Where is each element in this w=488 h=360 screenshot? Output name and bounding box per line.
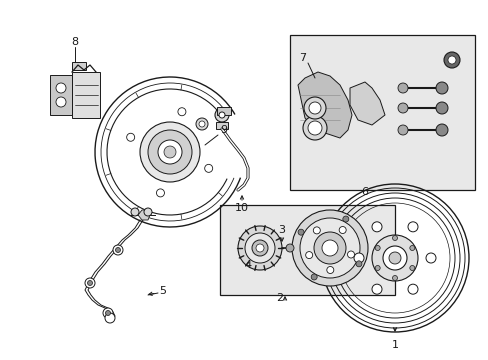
Circle shape [113, 245, 123, 255]
Circle shape [409, 246, 414, 251]
Circle shape [105, 313, 115, 323]
Circle shape [353, 253, 363, 263]
Circle shape [305, 252, 312, 258]
Circle shape [407, 222, 417, 232]
Text: 8: 8 [71, 37, 79, 47]
Circle shape [156, 189, 164, 197]
Circle shape [251, 240, 267, 256]
Polygon shape [138, 210, 150, 220]
Circle shape [342, 216, 348, 222]
Circle shape [85, 278, 95, 288]
Circle shape [105, 310, 110, 315]
Circle shape [371, 235, 417, 281]
Circle shape [131, 208, 139, 216]
Circle shape [87, 280, 92, 285]
Circle shape [392, 275, 397, 280]
Circle shape [256, 244, 264, 252]
Bar [289, 35, 474, 190]
Circle shape [126, 133, 134, 141]
Circle shape [321, 240, 337, 256]
Circle shape [374, 266, 379, 270]
Circle shape [409, 266, 414, 270]
Circle shape [304, 97, 325, 119]
Text: 7: 7 [299, 53, 306, 63]
Circle shape [303, 116, 326, 140]
Circle shape [56, 97, 66, 107]
Circle shape [238, 226, 282, 270]
Circle shape [285, 244, 293, 252]
Circle shape [374, 246, 379, 251]
Circle shape [148, 130, 192, 174]
Text: 1: 1 [391, 340, 398, 350]
Bar [72, 62, 86, 70]
Circle shape [371, 284, 381, 294]
Circle shape [178, 108, 185, 116]
Circle shape [219, 112, 224, 118]
Bar [220, 205, 394, 295]
Circle shape [313, 232, 346, 264]
Circle shape [326, 266, 333, 274]
Circle shape [199, 121, 204, 127]
Circle shape [158, 140, 182, 164]
Circle shape [310, 274, 317, 280]
Circle shape [443, 52, 459, 68]
Text: 10: 10 [235, 203, 248, 213]
Text: 6: 6 [361, 187, 368, 197]
Text: 4: 4 [244, 260, 251, 270]
Circle shape [407, 284, 417, 294]
Circle shape [56, 83, 66, 93]
Polygon shape [349, 82, 384, 125]
Polygon shape [72, 72, 100, 118]
Circle shape [435, 102, 447, 114]
Circle shape [392, 235, 397, 240]
Circle shape [308, 102, 320, 114]
Circle shape [103, 308, 113, 318]
Circle shape [307, 121, 321, 135]
Bar [217, 107, 230, 115]
Circle shape [435, 124, 447, 136]
Circle shape [115, 248, 120, 252]
Circle shape [371, 222, 381, 232]
Circle shape [397, 125, 407, 135]
Bar [216, 122, 227, 129]
Circle shape [355, 261, 361, 267]
Circle shape [382, 246, 406, 270]
Circle shape [435, 82, 447, 94]
Circle shape [244, 233, 274, 263]
Circle shape [215, 108, 228, 122]
Circle shape [397, 103, 407, 113]
Text: 2: 2 [276, 293, 283, 303]
Circle shape [291, 210, 367, 286]
Circle shape [297, 229, 304, 235]
Text: 3: 3 [278, 225, 285, 235]
Circle shape [447, 56, 455, 64]
Text: 9: 9 [220, 125, 227, 135]
Circle shape [140, 122, 200, 182]
Circle shape [425, 253, 435, 263]
Circle shape [313, 227, 320, 234]
Text: 5: 5 [159, 286, 166, 296]
Circle shape [163, 146, 176, 158]
Circle shape [347, 251, 354, 258]
Circle shape [196, 118, 207, 130]
Circle shape [299, 218, 359, 278]
Circle shape [204, 165, 212, 172]
Polygon shape [50, 75, 72, 115]
Circle shape [397, 83, 407, 93]
Circle shape [388, 252, 400, 264]
Circle shape [339, 226, 346, 234]
Circle shape [143, 208, 152, 216]
Polygon shape [297, 72, 351, 138]
